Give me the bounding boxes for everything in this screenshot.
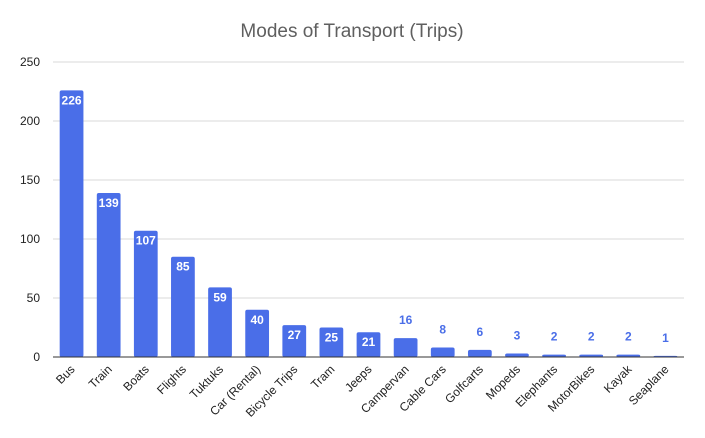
x-tick-label: Golfcarts: [442, 362, 486, 406]
y-tick-label: 100: [20, 232, 40, 246]
data-label: 59: [213, 290, 227, 304]
bar: [356, 332, 381, 357]
y-tick-label: 150: [20, 173, 40, 187]
bar: [96, 192, 121, 357]
y-tick-label: 250: [20, 55, 40, 69]
data-label: 40: [250, 313, 264, 327]
bar: [59, 90, 84, 357]
x-tick-label: Tram: [308, 362, 337, 391]
x-tick-label: Flights: [154, 362, 189, 397]
data-label: 6: [477, 325, 484, 339]
data-label: 107: [136, 234, 156, 248]
bar: [245, 309, 270, 357]
data-label: 2: [588, 330, 595, 344]
data-label: 27: [288, 328, 302, 342]
data-label: 2: [625, 330, 632, 344]
data-label: 8: [439, 323, 446, 337]
y-tick-label: 50: [27, 291, 41, 305]
chart-title: Modes of Transport (Trips): [240, 21, 463, 42]
data-label: 85: [176, 260, 190, 274]
bars: [59, 90, 678, 357]
bar: [579, 354, 604, 357]
data-label: 16: [399, 313, 413, 327]
bar: [467, 349, 492, 357]
data-label: 139: [99, 196, 119, 210]
x-tick-label: Train: [86, 362, 115, 391]
bar: [393, 338, 418, 357]
y-axis-ticks: 0 50 100 150 200 250: [20, 55, 40, 364]
data-label: 1: [662, 331, 669, 345]
y-tick-label: 200: [20, 114, 40, 128]
gridlines: [53, 61, 684, 299]
x-tick-label: Kayak: [601, 362, 635, 396]
x-tick-label: Bus: [53, 362, 78, 387]
y-tick-label: 0: [33, 350, 40, 364]
data-label: 2: [551, 330, 558, 344]
bar: [505, 353, 529, 357]
bar: [542, 354, 566, 357]
x-tick-label: Boats: [120, 362, 152, 394]
bar: [133, 230, 158, 357]
x-tick-label: Seaplane: [626, 362, 672, 408]
data-label: 226: [62, 93, 82, 107]
bar: [282, 325, 307, 357]
data-label: 3: [514, 328, 521, 342]
bar: [171, 256, 195, 357]
data-label: 21: [362, 335, 376, 349]
bar: [208, 287, 232, 357]
bar: [319, 327, 344, 357]
data-label: 25: [325, 331, 339, 345]
x-tick-label: Jeeps: [342, 362, 375, 395]
bar: [616, 354, 641, 357]
bar: [430, 347, 455, 357]
